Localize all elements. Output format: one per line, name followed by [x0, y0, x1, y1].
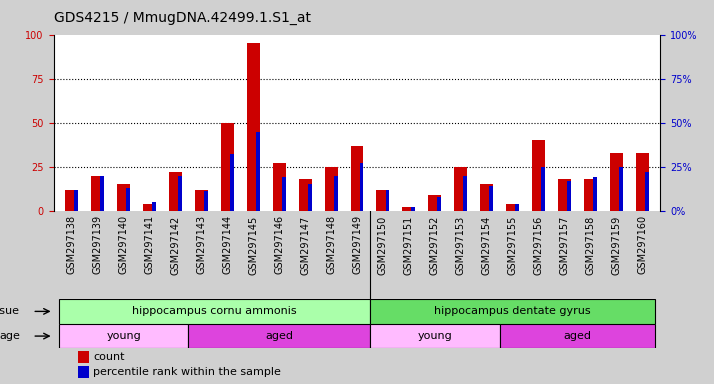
Bar [593, 177, 597, 211]
Bar [506, 204, 519, 211]
Bar [584, 179, 597, 211]
Bar [386, 190, 389, 211]
Bar [247, 43, 260, 211]
Text: GSM297156: GSM297156 [533, 215, 543, 275]
Bar [370, 299, 655, 324]
Text: percentile rank within the sample: percentile rank within the sample [93, 367, 281, 377]
Text: GSM297157: GSM297157 [560, 215, 570, 275]
Text: GSM297147: GSM297147 [300, 215, 310, 275]
Bar [204, 192, 208, 211]
Text: GSM297144: GSM297144 [222, 215, 232, 275]
Text: GSM297153: GSM297153 [456, 215, 466, 275]
Text: GSM297142: GSM297142 [171, 215, 181, 275]
Bar [532, 141, 545, 211]
Bar [178, 175, 182, 211]
Text: GSM297145: GSM297145 [248, 215, 258, 275]
Bar [195, 190, 208, 211]
Bar [635, 153, 649, 211]
Text: GDS4215 / MmugDNA.42499.1.S1_at: GDS4215 / MmugDNA.42499.1.S1_at [54, 11, 311, 25]
Text: GSM297155: GSM297155 [508, 215, 518, 275]
Text: aged: aged [265, 331, 293, 341]
Text: GSM297141: GSM297141 [144, 215, 154, 275]
Text: GSM297149: GSM297149 [352, 215, 362, 275]
Bar [256, 132, 260, 211]
Bar [489, 186, 493, 211]
Bar [360, 163, 363, 211]
Text: GSM297159: GSM297159 [611, 215, 621, 275]
Text: GSM297146: GSM297146 [274, 215, 284, 275]
Bar [619, 167, 623, 211]
Text: GSM297151: GSM297151 [404, 215, 414, 275]
Bar [500, 324, 655, 348]
Text: GSM297140: GSM297140 [119, 215, 129, 275]
Text: tissue: tissue [0, 306, 20, 316]
Bar [221, 123, 233, 211]
Text: young: young [418, 331, 452, 341]
Bar [169, 172, 182, 211]
Bar [273, 163, 286, 211]
Text: GSM297148: GSM297148 [326, 215, 336, 275]
Bar [188, 324, 370, 348]
Bar [78, 366, 89, 377]
Bar [438, 197, 441, 211]
Bar [645, 172, 649, 211]
Text: count: count [93, 352, 124, 362]
Bar [65, 190, 79, 211]
Text: age: age [0, 331, 20, 341]
Bar [428, 195, 441, 211]
Bar [351, 146, 363, 211]
Bar [78, 351, 89, 363]
Bar [117, 184, 130, 211]
Bar [325, 167, 338, 211]
Text: hippocampus dentate gyrus: hippocampus dentate gyrus [434, 306, 591, 316]
Text: hippocampus cornu ammonis: hippocampus cornu ammonis [132, 306, 296, 316]
Text: GSM297160: GSM297160 [638, 215, 648, 275]
Bar [126, 188, 130, 211]
Text: GSM297138: GSM297138 [66, 215, 76, 275]
Bar [411, 207, 416, 211]
Text: GSM297152: GSM297152 [430, 215, 440, 275]
Bar [567, 181, 571, 211]
Bar [481, 184, 493, 211]
Text: GSM297150: GSM297150 [378, 215, 388, 275]
Text: young: young [106, 331, 141, 341]
Bar [454, 167, 467, 211]
Bar [152, 202, 156, 211]
Bar [370, 324, 500, 348]
Bar [230, 154, 233, 211]
Bar [558, 179, 571, 211]
Text: GSM297139: GSM297139 [93, 215, 103, 275]
Bar [91, 175, 104, 211]
Bar [59, 324, 188, 348]
Bar [143, 204, 156, 211]
Bar [403, 207, 416, 211]
Bar [610, 153, 623, 211]
Bar [100, 175, 104, 211]
Text: GSM297154: GSM297154 [482, 215, 492, 275]
Text: GSM297158: GSM297158 [585, 215, 595, 275]
Bar [282, 177, 286, 211]
Bar [59, 299, 370, 324]
Bar [376, 190, 389, 211]
Bar [333, 175, 338, 211]
Bar [298, 179, 311, 211]
Bar [516, 204, 519, 211]
Bar [74, 190, 79, 211]
Bar [541, 167, 545, 211]
Bar [308, 184, 311, 211]
Bar [463, 175, 467, 211]
Text: aged: aged [563, 331, 591, 341]
Text: GSM297143: GSM297143 [196, 215, 206, 275]
